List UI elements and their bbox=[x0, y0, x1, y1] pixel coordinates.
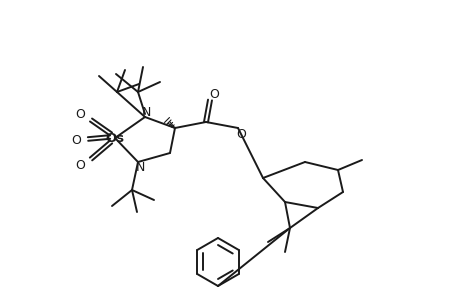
Text: O: O bbox=[75, 158, 85, 172]
Text: O: O bbox=[235, 128, 246, 140]
Text: O: O bbox=[71, 134, 81, 146]
Text: N: N bbox=[135, 160, 145, 173]
Text: N: N bbox=[141, 106, 151, 118]
Text: O: O bbox=[75, 107, 85, 121]
Text: O: O bbox=[208, 88, 218, 100]
Text: Os: Os bbox=[105, 131, 124, 145]
